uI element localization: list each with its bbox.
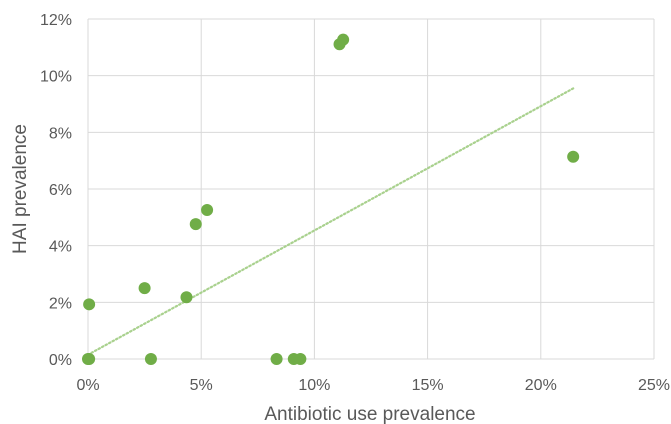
data-points xyxy=(82,33,580,365)
x-tick-label: 10% xyxy=(298,377,330,394)
y-tick-label: 6% xyxy=(49,182,72,199)
trendline-group xyxy=(86,87,575,356)
y-tick-label: 10% xyxy=(40,69,72,86)
x-tick-label: 25% xyxy=(638,377,670,394)
x-tick-label: 0% xyxy=(76,377,99,394)
x-tick-label: 5% xyxy=(190,377,213,394)
data-point xyxy=(189,218,202,231)
data-point xyxy=(180,291,193,304)
y-axis-title: HAI prevalence xyxy=(10,124,31,254)
data-point xyxy=(294,353,307,365)
data-point xyxy=(144,353,157,365)
y-tick-label: 8% xyxy=(49,125,72,142)
y-tick-label: 4% xyxy=(49,239,72,256)
trendline xyxy=(86,87,575,356)
data-point xyxy=(337,33,350,46)
data-point xyxy=(201,203,214,216)
data-point xyxy=(83,298,96,311)
y-tick-label: 12% xyxy=(40,12,72,29)
y-tick-label: 2% xyxy=(49,295,72,312)
x-tick-label: 20% xyxy=(525,377,557,394)
y-tick-label: 0% xyxy=(49,352,72,369)
x-tick-label: 15% xyxy=(412,377,444,394)
x-axis-title: Antibiotic use prevalence xyxy=(264,404,475,424)
data-point xyxy=(83,353,96,365)
data-point xyxy=(138,282,151,295)
data-point xyxy=(567,150,580,163)
data-point xyxy=(270,353,283,365)
y-axis-tick-labels: 0% 2% 4% 6% 8% 10% 12% xyxy=(40,12,72,369)
x-axis-tick-labels: 0% 5% 10% 15% 20% 25% xyxy=(76,377,670,394)
